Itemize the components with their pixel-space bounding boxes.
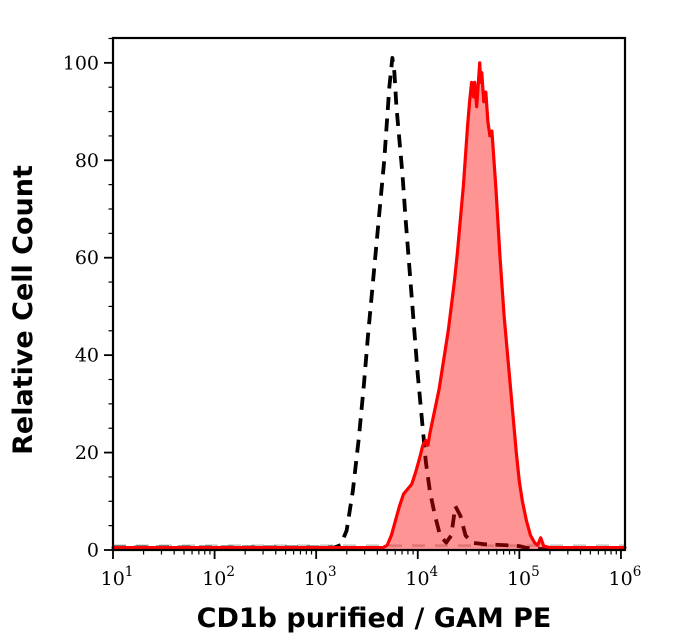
x-axis-title: CD1b purified / GAM PE	[197, 603, 552, 634]
y-axis-tick-label: 80	[75, 150, 99, 172]
y-axis-title: Relative Cell Count	[8, 165, 39, 455]
x-axis-tick-label: 102	[202, 564, 235, 590]
axis-ticks-layer: 0 20 40 60 80 100 101 102 103 104 105 106	[63, 37, 642, 590]
y-axis-tick-label: 0	[87, 540, 99, 562]
sample-histogram-fill	[113, 62, 625, 551]
plot-border	[111, 36, 627, 552]
x-axis-tick-label: 101	[101, 564, 134, 590]
x-axis-tick-label: 103	[304, 564, 337, 590]
y-axis-tick-label: 100	[63, 52, 99, 74]
sample-histogram-curve	[111, 61, 627, 550]
y-axis-tick-label: 20	[75, 442, 99, 464]
curves-layer	[111, 56, 627, 551]
control-histogram-curve	[113, 56, 625, 551]
x-axis-tick-label: 105	[507, 564, 540, 590]
y-axis-tick-label: 60	[75, 247, 99, 269]
x-axis-tick-label: 106	[609, 564, 642, 590]
y-axis-tick-label: 40	[75, 345, 99, 367]
x-axis-tick-label: 104	[405, 564, 438, 590]
